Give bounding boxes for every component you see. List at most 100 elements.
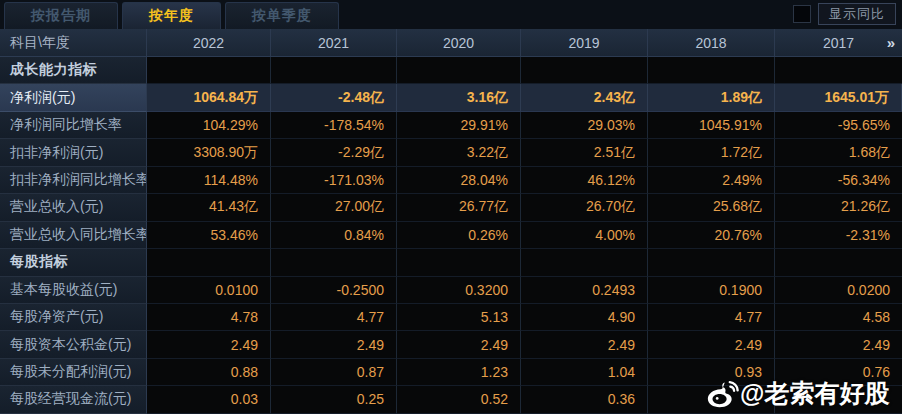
value-cell: 0.03 [147,386,271,413]
show-yoy-checkbox[interactable] [793,5,811,23]
value-cell: 0.2493 [521,277,648,304]
row-label[interactable]: 扣非净利润同比增长率 [0,167,147,194]
value-cell: 2.49 [775,331,902,358]
tab-by-report-period[interactable]: 按报告期 [4,2,118,29]
value-cell: 1.23 [397,359,521,386]
value-cell: 20.76% [648,222,775,249]
year-header-2020[interactable]: 2020 [397,29,521,56]
row-label[interactable]: 每股指标 [0,249,147,276]
tab-by-single-quarter[interactable]: 按单季度 [225,2,339,29]
row-label[interactable]: 营业总收入(元) [0,194,147,221]
value-cell: 4.00% [521,222,648,249]
row-label[interactable]: 净利润(元) [0,84,147,111]
row-label[interactable]: 净利润同比增长率 [0,112,147,139]
row-label[interactable]: 扣非净利润(元) [0,139,147,166]
value-cell: 4.78 [147,304,271,331]
value-cell: 0.1900 [648,277,775,304]
value-cell: 4.77 [648,304,775,331]
value-cell: 2.51亿 [521,139,648,166]
table-row: 基本每股收益(元)0.0100-0.25000.32000.24930.1900… [0,277,902,304]
value-cell: 0.88 [147,359,271,386]
value-cell: 1.04 [521,359,648,386]
show-yoy-button[interactable]: 显示同比 [818,3,896,25]
year-header-2018[interactable]: 2018 [648,29,775,56]
period-tabbar: 按报告期 按年度 按单季度 显示同比 [0,0,902,29]
value-cell [775,386,902,413]
value-cell: 2.49 [648,331,775,358]
value-cell: -2.48亿 [271,84,397,111]
value-cell: 29.91% [397,112,521,139]
section-row: 成长能力指标 [0,57,902,84]
value-cell [397,57,521,84]
row-label[interactable]: 基本每股收益(元) [0,277,147,304]
year-header-2021[interactable]: 2021 [271,29,397,56]
value-cell: 0.76 [775,359,902,386]
table-row: 每股净资产(元)4.784.775.134.904.774.58 [0,304,902,331]
row-label[interactable]: 每股经营现金流(元) [0,386,147,413]
value-cell: 1.72亿 [648,139,775,166]
value-cell: -95.65% [775,112,902,139]
value-cell: 27.00亿 [271,194,397,221]
value-cell: 3.16亿 [397,84,521,111]
table-row: 扣非净利润(元)3308.90万-2.29亿3.22亿2.51亿1.72亿1.6… [0,139,902,166]
value-cell: 2.49 [147,331,271,358]
value-cell: -171.03% [271,167,397,194]
value-cell: 2.49 [521,331,648,358]
table-header-row: 科目\年度 2022 2021 2020 2019 2018 2017 » [0,29,902,57]
value-cell: 1645.01万 [775,84,902,111]
value-cell: 0.26% [397,222,521,249]
value-cell [521,57,648,84]
value-cell [147,249,271,276]
yoy-controls: 显示同比 [793,3,896,25]
value-cell: 4.77 [271,304,397,331]
table-row: 每股资本公积金(元)2.492.492.492.492.492.49 [0,331,902,358]
value-cell: 0.25 [271,386,397,413]
value-cell: 29.03% [521,112,648,139]
table-row: 营业总收入同比增长率53.46%0.84%0.26%4.00%20.76%-2.… [0,222,902,249]
value-cell [648,386,775,413]
value-cell [271,249,397,276]
value-cell: 2.49% [648,167,775,194]
tab-by-year[interactable]: 按年度 [122,2,221,29]
row-label[interactable]: 营业总收入同比增长率 [0,222,147,249]
year-header-2022[interactable]: 2022 [147,29,271,56]
value-cell: -178.54% [271,112,397,139]
value-cell: 26.70亿 [521,194,648,221]
value-cell: 4.58 [775,304,902,331]
row-label[interactable]: 成长能力指标 [0,57,147,84]
value-cell: 3.22亿 [397,139,521,166]
year-header-2017[interactable]: 2017 » [775,29,902,56]
value-cell: 46.12% [521,167,648,194]
row-label[interactable]: 每股未分配利润(元) [0,359,147,386]
value-cell [397,249,521,276]
value-cell [648,249,775,276]
value-cell: 0.52 [397,386,521,413]
value-cell: -2.31% [775,222,902,249]
value-cell: 3308.90万 [147,139,271,166]
value-cell [775,57,902,84]
value-cell: 21.26亿 [775,194,902,221]
corner-header: 科目\年度 [0,29,147,56]
value-cell: -2.29亿 [271,139,397,166]
table-row: 扣非净利润同比增长率114.48%-171.03%28.04%46.12%2.4… [0,167,902,194]
value-cell: 26.77亿 [397,194,521,221]
value-cell: 114.48% [147,167,271,194]
year-header-2017-label: 2017 [823,35,854,51]
value-cell: 28.04% [397,167,521,194]
value-cell: 0.3200 [397,277,521,304]
value-cell: 0.93 [648,359,775,386]
row-label[interactable]: 每股净资产(元) [0,304,147,331]
year-header-2019[interactable]: 2019 [521,29,648,56]
table-row: 营业总收入(元)41.43亿27.00亿26.77亿26.70亿25.68亿21… [0,194,902,221]
value-cell: 25.68亿 [648,194,775,221]
row-label[interactable]: 每股资本公积金(元) [0,331,147,358]
value-cell: 1.89亿 [648,84,775,111]
value-cell [648,57,775,84]
more-years-icon[interactable]: » [887,34,895,51]
value-cell: 0.84% [271,222,397,249]
financial-indicators-panel: 按报告期 按年度 按单季度 显示同比 科目\年度 2022 2021 2020 … [0,0,902,414]
table-row: 净利润同比增长率104.29%-178.54%29.91%29.03%1045.… [0,112,902,139]
value-cell: 0.0100 [147,277,271,304]
table-row: 净利润(元)1064.84万-2.48亿3.16亿2.43亿1.89亿1645.… [0,84,902,111]
value-cell [521,249,648,276]
